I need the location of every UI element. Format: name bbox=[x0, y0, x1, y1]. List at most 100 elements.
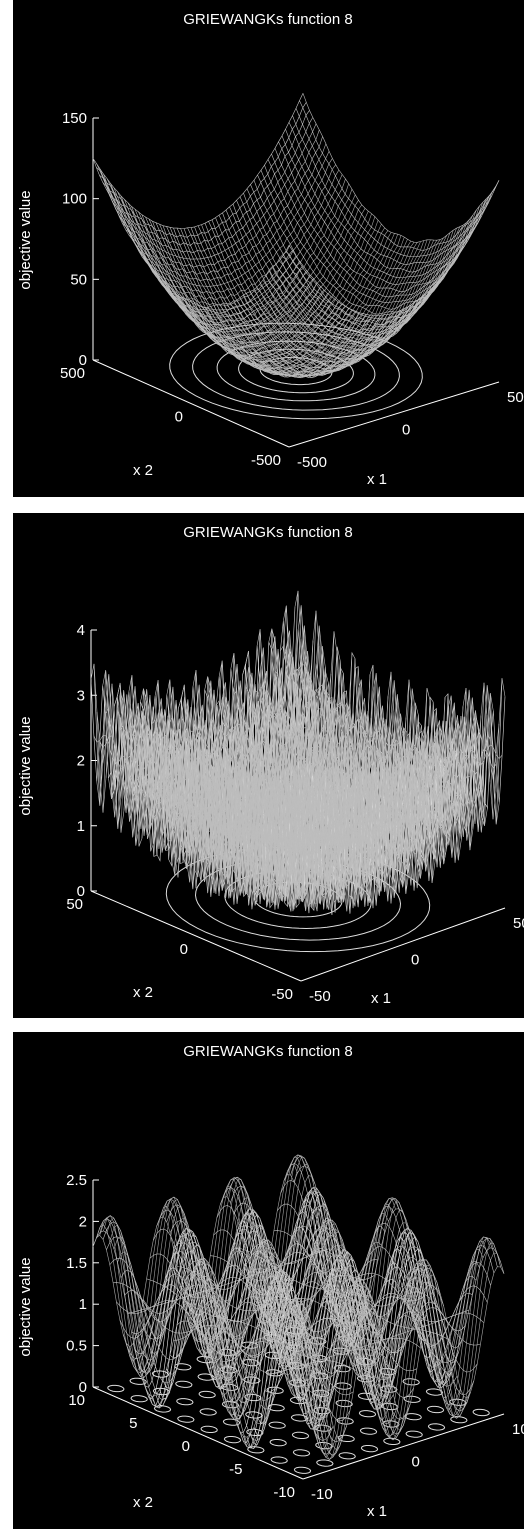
mesh-line bbox=[285, 129, 482, 279]
floor-contour bbox=[337, 1434, 355, 1442]
x-axis-label: x 1 bbox=[367, 1503, 387, 1520]
mesh-line bbox=[156, 1209, 367, 1422]
mesh-line bbox=[117, 191, 314, 342]
mesh-line bbox=[183, 228, 381, 378]
mesh-line bbox=[166, 226, 363, 377]
z-tick-label: 2 bbox=[77, 753, 85, 770]
floor-contour bbox=[199, 1408, 217, 1416]
z-tick-label: 150 bbox=[62, 110, 87, 127]
floor-contour bbox=[107, 1384, 125, 1393]
mesh-line bbox=[189, 1214, 401, 1437]
floor-contour bbox=[242, 1359, 260, 1367]
x1-tick-label: 0 bbox=[411, 952, 419, 969]
floor-contour bbox=[404, 1413, 422, 1421]
mesh-line bbox=[99, 110, 310, 246]
mesh-line bbox=[216, 1205, 428, 1387]
surface-chart-2: GRIEWANGKs function 8 objective value x … bbox=[17, 524, 524, 1007]
floor-contour bbox=[196, 1356, 214, 1364]
mesh-line bbox=[119, 724, 331, 870]
mesh-line bbox=[271, 153, 468, 303]
mesh-line bbox=[294, 590, 506, 824]
floor-contour bbox=[269, 1439, 287, 1447]
mesh-line bbox=[173, 227, 370, 378]
mesh-line bbox=[186, 1228, 398, 1425]
mesh-line bbox=[128, 169, 340, 306]
floor-contour bbox=[216, 340, 376, 402]
floor-contour bbox=[383, 1437, 401, 1445]
mesh-line bbox=[211, 219, 409, 369]
z-tick-label: 1 bbox=[77, 818, 85, 835]
floor-contour bbox=[129, 1377, 147, 1385]
mesh-line bbox=[250, 1204, 461, 1406]
x1-tick-label: 500 bbox=[507, 389, 524, 406]
z-axis-label: objective value bbox=[17, 190, 34, 289]
mesh-line bbox=[109, 1257, 321, 1401]
mesh-line bbox=[92, 1230, 304, 1438]
z-axis-label: objective value bbox=[17, 1257, 34, 1356]
mesh-line bbox=[291, 664, 503, 769]
floor-contour bbox=[153, 1405, 172, 1413]
x1-axis-line bbox=[302, 1413, 505, 1480]
floor-contour bbox=[315, 1442, 333, 1450]
floor-contour bbox=[334, 1382, 352, 1390]
chart-title: GRIEWANGKs function 8 bbox=[183, 524, 353, 541]
mesh-line bbox=[105, 707, 316, 867]
mesh-line bbox=[143, 1284, 354, 1396]
z-tick-label: 4 bbox=[77, 622, 85, 639]
floor-contour bbox=[198, 1390, 216, 1399]
floor-contour bbox=[200, 1425, 218, 1433]
x2-tick-label: 5 bbox=[129, 1415, 137, 1432]
floor-contour bbox=[450, 1416, 468, 1424]
mesh-line bbox=[194, 226, 391, 376]
floor-contour bbox=[291, 1431, 310, 1439]
mesh-line bbox=[139, 1260, 351, 1422]
z-tick-label: 0.5 bbox=[66, 1338, 87, 1355]
chart-title: GRIEWANGKs function 8 bbox=[183, 1043, 353, 1060]
x2-axis-line bbox=[92, 1386, 304, 1480]
x1-axis-line bbox=[300, 907, 506, 982]
chart-panel-2: GRIEWANGKs function 8 objective value x … bbox=[13, 513, 524, 1018]
z-tick-label: 2.5 bbox=[66, 1172, 87, 1189]
mesh-line bbox=[177, 230, 389, 366]
z-axis-label: objective value bbox=[17, 716, 34, 815]
mesh-line bbox=[199, 1224, 411, 1420]
mesh-line bbox=[96, 163, 293, 314]
mesh-line bbox=[163, 1196, 374, 1430]
y-axis-label: x 2 bbox=[133, 984, 153, 1001]
mesh-line bbox=[278, 141, 475, 293]
mesh-line bbox=[134, 689, 345, 912]
mesh-line bbox=[236, 1225, 448, 1354]
surface-chart-1: GRIEWANGKs function 8 objective value x … bbox=[17, 11, 524, 488]
x2-tick-label: 0 bbox=[180, 941, 188, 958]
floor-contour bbox=[243, 1376, 261, 1384]
x1-tick-label: 10 bbox=[512, 1421, 524, 1438]
floor-contour bbox=[316, 1459, 334, 1467]
mesh-line bbox=[243, 192, 440, 343]
mesh-line bbox=[106, 1236, 317, 1425]
mesh-line bbox=[135, 178, 346, 317]
x2-tick-label: 0 bbox=[182, 1438, 190, 1455]
floor-contour bbox=[405, 1430, 423, 1438]
mesh-line bbox=[226, 1176, 438, 1409]
mesh-line bbox=[146, 1278, 357, 1372]
mesh-line bbox=[233, 1202, 444, 1379]
x1-axis-line bbox=[288, 381, 500, 448]
mesh-line bbox=[148, 218, 346, 369]
z-tick-label: 0 bbox=[79, 352, 87, 369]
z-tick-label: 0 bbox=[77, 883, 85, 900]
x-axis-label: x 1 bbox=[371, 990, 391, 1007]
mesh-line bbox=[132, 1230, 344, 1456]
mesh-line bbox=[153, 1228, 364, 1405]
mesh-line bbox=[138, 211, 335, 362]
floor-contour bbox=[151, 1370, 170, 1378]
surface-mesh bbox=[92, 1154, 505, 1461]
x2-axis-line bbox=[90, 890, 302, 982]
mesh-line bbox=[102, 670, 313, 902]
z-tick-label: 50 bbox=[70, 271, 87, 288]
mesh-line bbox=[96, 674, 308, 903]
floor-contour bbox=[270, 1456, 288, 1464]
mesh-line bbox=[281, 135, 479, 285]
z-tick-label: 2 bbox=[79, 1213, 87, 1230]
mesh-line bbox=[295, 108, 493, 257]
x2-tick-label: 50 bbox=[66, 896, 83, 913]
